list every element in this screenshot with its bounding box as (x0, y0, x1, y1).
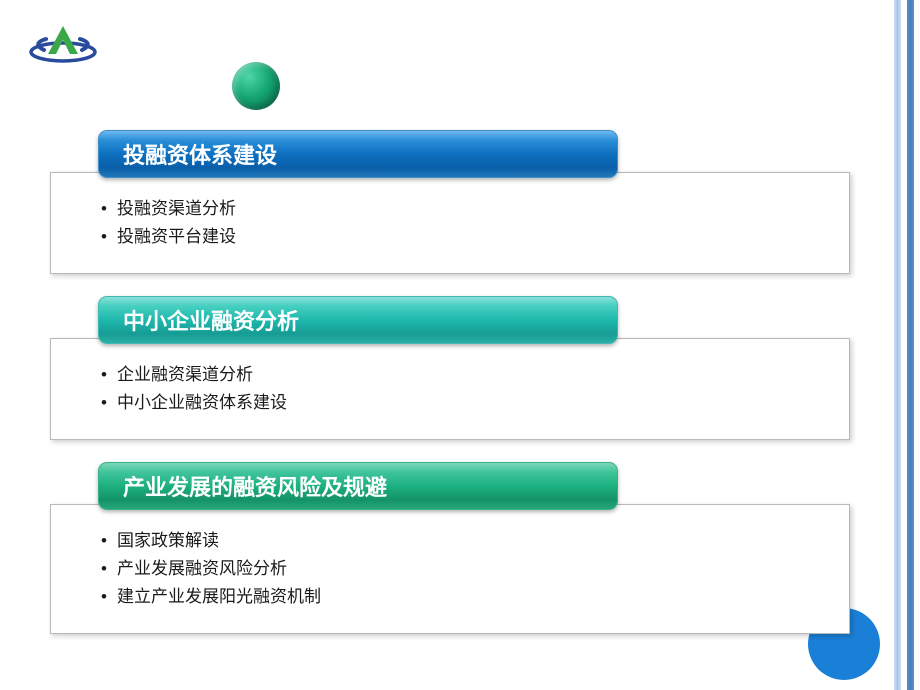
block-1-title: 投融资体系建设 (123, 138, 277, 170)
list-item: 企业融资渠道分析 (99, 361, 829, 389)
side-bar-light (894, 0, 901, 690)
block-2-body: 企业融资渠道分析 中小企业融资体系建设 (50, 338, 850, 440)
block-1-list: 投融资渠道分析 投融资平台建设 (99, 195, 829, 251)
block-1-header: 投融资体系建设 (98, 130, 618, 178)
block-3-title: 产业发展的融资风险及规避 (123, 470, 387, 502)
main-content: 投融资体系建设 投融资渠道分析 投融资平台建设 中小企业融资分析 企业融资渠道分… (50, 130, 850, 656)
block-1-body: 投融资渠道分析 投融资平台建设 (50, 172, 850, 274)
decor-circle-top (232, 62, 280, 110)
list-item: 建立产业发展阳光融资机制 (99, 583, 829, 611)
list-item: 中小企业融资体系建设 (99, 389, 829, 417)
block-2-list: 企业融资渠道分析 中小企业融资体系建设 (99, 361, 829, 417)
list-item: 国家政策解读 (99, 527, 829, 555)
block-2-header: 中小企业融资分析 (98, 296, 618, 344)
list-item: 产业发展融资风险分析 (99, 555, 829, 583)
block-1: 投融资体系建设 投融资渠道分析 投融资平台建设 (50, 130, 850, 274)
block-3-list: 国家政策解读 产业发展融资风险分析 建立产业发展阳光融资机制 (99, 527, 829, 611)
list-item: 投融资平台建设 (99, 223, 829, 251)
block-3: 产业发展的融资风险及规避 国家政策解读 产业发展融资风险分析 建立产业发展阳光融… (50, 462, 850, 634)
side-decor-bars (894, 0, 920, 690)
block-2-title: 中小企业融资分析 (123, 304, 299, 336)
block-3-body: 国家政策解读 产业发展融资风险分析 建立产业发展阳光融资机制 (50, 504, 850, 634)
block-3-header: 产业发展的融资风险及规避 (98, 462, 618, 510)
list-item: 投融资渠道分析 (99, 195, 829, 223)
side-bar-dark (907, 0, 914, 690)
block-2: 中小企业融资分析 企业融资渠道分析 中小企业融资体系建设 (50, 296, 850, 440)
company-logo (28, 22, 98, 64)
